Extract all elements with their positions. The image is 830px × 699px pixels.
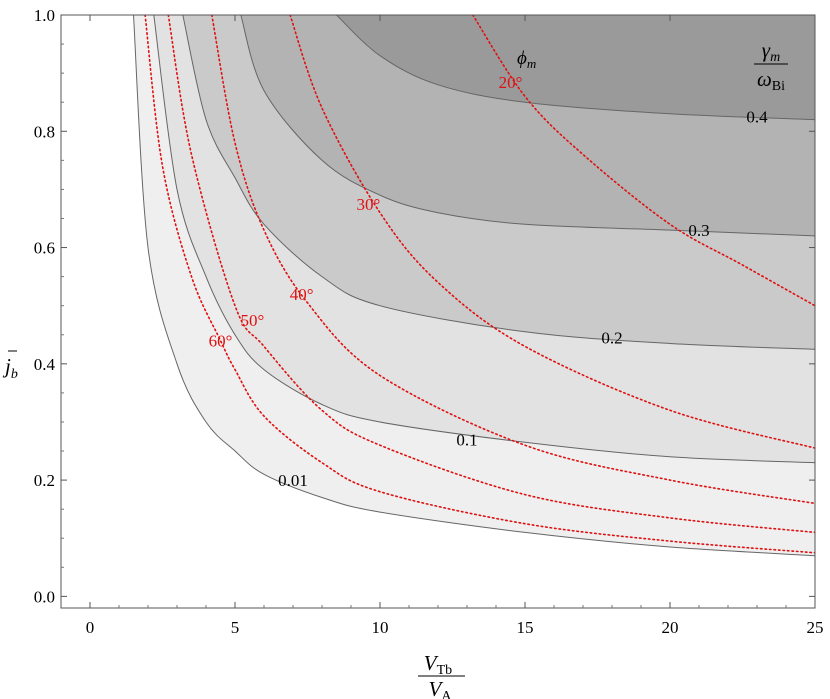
y-axis-ticks: 0.0 0.2 0.4 0.6 0.8 1.0 [34,6,815,606]
legend-ratio-label: γm ωBi [754,38,788,94]
contour-label-0.2: 0.2 [601,329,622,348]
y-tick-label: 1.0 [34,6,55,25]
contour-label-0.1: 0.1 [456,430,477,449]
x-tick-label: 0 [86,618,95,637]
y-tick-label: 0.4 [34,355,56,374]
angle-curve-20° [472,15,815,307]
contour-line-0.1 [153,15,815,464]
angle-family-title-main: ϕ [517,48,527,69]
x-tick-label: 15 [517,618,534,637]
x-axis-title-numerator-sub: Tb [437,663,453,678]
contour-lines [133,15,815,557]
x-axis-title-numerator: V [424,651,439,675]
y-tick-label: 0.8 [34,122,55,141]
svg-text:VTb: VTb [424,651,452,678]
y-axis-title-sub: b [11,367,18,382]
angle-label-40°: 40° [290,285,314,304]
legend-numerator: γ [762,38,771,62]
svg-text:VA: VA [429,677,453,699]
angle-label-50°: 50° [240,311,264,330]
angle-label-20°: 20° [499,73,523,92]
x-axis-title-denominator-sub: A [441,689,452,699]
x-axis-ticks: 0 5 10 15 20 25 [86,15,824,637]
angle-curves [144,15,815,554]
contour-label-0.4: 0.4 [746,108,768,127]
svg-text:γm: γm [762,38,780,65]
y-tick-label: 0.2 [34,471,55,490]
legend-denominator: ω [757,67,772,91]
angle-family-title: ϕm [517,48,536,71]
contour-line-0.01 [133,15,815,557]
angle-curve-60° [144,15,815,554]
contour-region-0.4 [336,15,815,120]
y-tick-label: 0.6 [34,239,55,258]
contour-line-0.2 [182,15,815,350]
y-axis-title: jb [2,350,18,382]
x-tick-label: 20 [662,618,679,637]
x-axis-title: VTb VA [418,651,465,699]
angle-family-title-sub: m [527,56,536,71]
y-axis-title-main: j [2,354,11,378]
x-tick-label: 10 [372,618,389,637]
x-axis-title-denominator: V [429,677,444,699]
angle-label-30°: 30° [356,195,380,214]
contour-line-0.3 [240,15,815,237]
contour-line-0.4 [336,15,815,121]
x-tick-label: 5 [231,618,240,637]
x-tick-label: 25 [807,618,824,637]
contour-labels: 0.01 0.1 0.2 0.3 0.4 [278,108,768,490]
legend-denominator-sub: Bi [772,79,785,94]
contour-label-0.01: 0.01 [278,471,308,490]
angle-curve-40° [211,15,815,505]
legend-numerator-sub: m [770,50,780,65]
y-tick-label: 0.0 [34,587,55,606]
angle-curve-30° [289,15,815,449]
angle-label-60°: 60° [209,332,233,351]
angle-labels: 20° 30° 40° 50° 60° [209,73,523,351]
contour-label-0.3: 0.3 [688,221,709,240]
svg-text:ωBi: ωBi [757,67,785,94]
svg-text:jb: jb [2,354,18,382]
contour-fill-regions [133,15,815,556]
